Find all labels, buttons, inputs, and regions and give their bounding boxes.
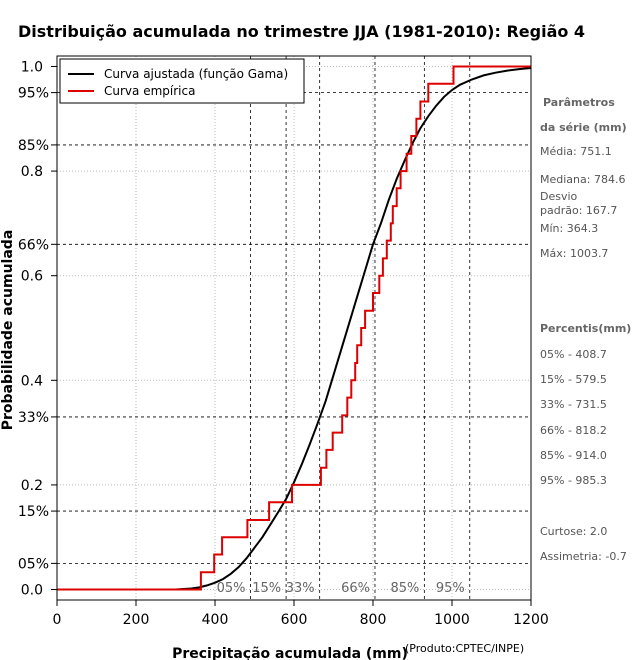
- sidebar-mediana: Mediana: 784.6: [540, 173, 626, 186]
- sidebar-desvio-1: Desvio: [540, 190, 578, 203]
- grid: [56, 56, 532, 600]
- x-tick-label: 600: [281, 612, 308, 628]
- percentile-x-label: 33%: [286, 581, 315, 596]
- sidebar-params-title-1: Parâmetros: [543, 96, 615, 109]
- sidebar-max: Máx: 1003.7: [540, 247, 609, 260]
- y-percentile-label: 95%: [18, 86, 49, 102]
- sidebar-media: Média: 751.1: [540, 145, 612, 158]
- percentile-x-label: 15%: [252, 581, 281, 596]
- sidebar-p66: 66% - 818.2: [540, 424, 607, 437]
- y-percentile-label: 33%: [18, 410, 49, 426]
- y-percentile-label: 85%: [18, 138, 49, 154]
- sidebar-p15: 15% - 579.5: [540, 373, 607, 386]
- percentile-x-label: 66%: [341, 581, 370, 596]
- x-tick-label: 800: [360, 612, 387, 628]
- x-tick-label: 0: [53, 612, 62, 628]
- y-tick-label: 0.2: [21, 478, 43, 494]
- axes: 0 200 400 600 800 1000 1200 0.0 0.2 0.4 0.6 0.8 1.0 0…: [18, 59, 549, 628]
- x-tick-label: 1000: [434, 612, 470, 628]
- y-tick-label: 0.8: [21, 164, 43, 180]
- sidebar-params-title-2: da série (mm): [540, 121, 627, 134]
- sidebar-p85: 85% - 914.0: [540, 449, 607, 462]
- y-tick-label: 0.4: [21, 373, 43, 389]
- legend: Curva ajustada (função Gama) Curva empír…: [59, 58, 305, 104]
- chart-title: Distribuição acumulada no trimestre JJA …: [18, 22, 585, 41]
- y-tick-label: 0.6: [21, 269, 43, 285]
- percentile-x-label: 95%: [436, 581, 465, 596]
- sidebar-desvio-2: padrão: 167.7: [540, 204, 618, 217]
- x-tick-label: 1200: [513, 612, 549, 628]
- sidebar-percentis-title: Percentis(mm): [540, 322, 632, 335]
- sidebar-p33: 33% - 731.5: [540, 398, 607, 411]
- legend-label-fitted: Curva ajustada (função Gama): [104, 67, 288, 81]
- sidebar-assimetria: Assimetria: -0.7: [540, 550, 627, 563]
- sidebar-min: Mín: 364.3: [540, 222, 599, 235]
- y-percentile-label: 05%: [18, 556, 49, 572]
- y-percentile-label: 15%: [18, 504, 49, 520]
- sidebar-p05: 05% - 408.7: [540, 348, 607, 361]
- fitted-gamma-curve: [57, 67, 532, 591]
- legend-label-empirical: Curva empírica: [104, 84, 195, 98]
- empirical-step-curve: [56, 65, 531, 591]
- y-axis-label: Probabilidade acumulada: [0, 230, 16, 431]
- percentile-x-label: 05%: [217, 581, 246, 596]
- sidebar-p95: 95% - 985.3: [540, 474, 607, 487]
- x-axis-label: Precipitação acumulada (mm): [172, 646, 408, 660]
- percentile-x-label: 85%: [390, 581, 419, 596]
- sidebar-curtose: Curtose: 2.0: [540, 525, 608, 538]
- y-tick-label: 1.0: [21, 59, 43, 75]
- x-tick-label: 200: [123, 612, 150, 628]
- credit-text: (Produto:CPTEC/INPE): [405, 642, 524, 655]
- x-tick-label: 400: [202, 612, 229, 628]
- y-tick-label: 0.0: [21, 583, 43, 599]
- y-percentile-label: 66%: [18, 237, 49, 253]
- legend-box: [59, 58, 305, 104]
